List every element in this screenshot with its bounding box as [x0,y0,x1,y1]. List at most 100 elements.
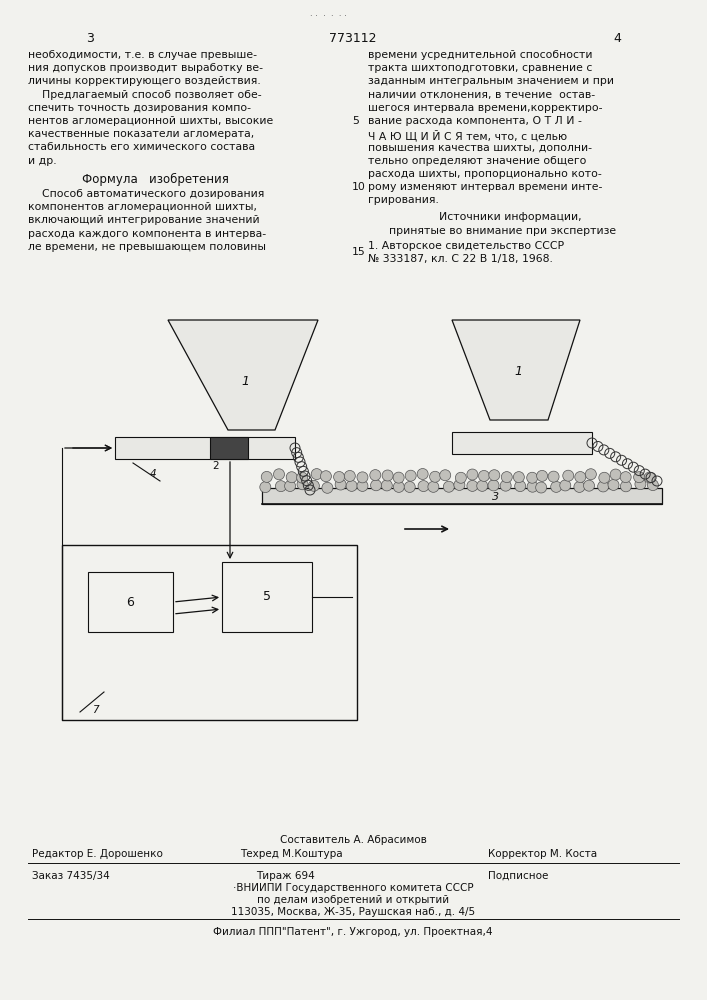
Text: вание расхода компонента, О Т Л И -: вание расхода компонента, О Т Л И - [368,116,582,126]
Text: наличии отклонения, в течение  остав-: наличии отклонения, в течение остав- [368,90,595,100]
Text: спечить точность дозирования компо-: спечить точность дозирования компо- [28,103,251,113]
Text: 2: 2 [212,461,218,471]
Circle shape [467,480,478,491]
Text: необходимости, т.е. в случае превыше-: необходимости, т.е. в случае превыше- [28,50,257,60]
Circle shape [308,480,320,491]
Text: 15: 15 [352,247,366,257]
Circle shape [440,470,451,481]
Circle shape [621,481,631,492]
Text: Подписное: Подписное [488,871,549,881]
Text: рому изменяют интервал времени инте-: рому изменяют интервал времени инте- [368,182,602,192]
Circle shape [430,471,440,482]
Text: расхода шихты, пропорционально кото-: расхода шихты, пропорционально кото- [368,169,602,179]
Circle shape [500,480,511,491]
Text: Предлагаемый способ позволяет обе-: Предлагаемый способ позволяет обе- [28,90,262,100]
Text: Тираж 694: Тираж 694 [256,871,315,881]
Circle shape [515,481,526,492]
Text: 5: 5 [352,116,359,126]
Circle shape [477,480,488,491]
Text: повышения качества шихты, дополни-: повышения качества шихты, дополни- [368,142,592,152]
Circle shape [563,470,574,481]
Text: заданным интегральным значением и при: заданным интегральным значением и при [368,76,614,86]
Circle shape [274,469,284,480]
Bar [452,432,592,454]
Text: 5: 5 [263,590,271,603]
Circle shape [548,471,559,482]
Circle shape [322,482,333,493]
Circle shape [488,480,499,491]
Circle shape [536,482,547,493]
Bar [210,437,248,459]
Text: Корректор М. Коста: Корректор М. Коста [488,849,597,859]
Text: принятые во внимание при экспертизе: принятые во внимание при экспертизе [390,226,617,236]
Text: ле времени, не превышающем половины: ле времени, не превышающем половины [28,242,266,252]
Circle shape [334,472,344,483]
Circle shape [417,469,428,480]
Circle shape [599,472,610,483]
Text: · ·  ·  ·  · ·: · · · · · · [310,12,346,21]
Circle shape [276,481,286,492]
Text: Источники информации,: Источники информации, [438,212,581,222]
Text: 773112: 773112 [329,32,377,45]
Text: включающий интегрирование значений: включающий интегрирование значений [28,215,259,225]
Text: Формула   изобретения: Формула изобретения [81,173,228,186]
Circle shape [259,482,271,493]
Text: ·ВНИИПИ Государственного комитета СССР: ·ВНИИПИ Государственного комитета СССР [233,883,473,893]
Circle shape [454,479,465,490]
Circle shape [346,480,357,491]
Text: времени усреднительной способности: времени усреднительной способности [368,50,592,60]
Bar [62,545,357,720]
Circle shape [443,481,455,492]
Circle shape [610,469,621,480]
Text: Редактор Е. Дорошенко: Редактор Е. Дорошенко [32,849,163,859]
Circle shape [648,480,658,491]
Text: 10: 10 [352,182,366,192]
Text: и др.: и др. [28,156,57,166]
Text: 113035, Москва, Ж-35, Раушская наб., д. 4/5: 113035, Москва, Ж-35, Раушская наб., д. … [231,907,475,917]
Circle shape [527,472,538,483]
Polygon shape [452,320,580,420]
Text: шегося интервала времени,корректиро-: шегося интервала времени,корректиро- [368,103,602,113]
Polygon shape [168,320,318,430]
Text: № 333187, кл. С 22 В 1/18, 1968.: № 333187, кл. С 22 В 1/18, 1968. [368,254,553,264]
Circle shape [297,479,308,490]
Text: 3: 3 [86,32,94,45]
Circle shape [583,480,595,491]
Text: 3: 3 [492,492,499,502]
Circle shape [381,480,392,491]
Circle shape [382,470,393,481]
Text: тракта шихтоподготовки, сравнение с: тракта шихтоподготовки, сравнение с [368,63,592,73]
Circle shape [286,472,297,483]
Text: по делам изобретений и открытий: по делам изобретений и открытий [257,895,449,905]
Circle shape [418,481,429,492]
Text: расхода каждого компонента в интерва-: расхода каждого компонента в интерва- [28,229,266,239]
Circle shape [620,472,631,483]
Text: грирования.: грирования. [368,195,439,205]
Text: 7: 7 [92,705,98,715]
Circle shape [393,481,404,492]
Bar [222,562,312,632]
Circle shape [320,471,332,482]
Bar [262,488,662,504]
Circle shape [537,470,548,481]
Circle shape [455,472,467,483]
Text: ния допусков производит выработку ве-: ния допусков производит выработку ве- [28,63,263,73]
Circle shape [262,471,272,482]
Circle shape [393,472,404,483]
Text: компонентов агломерационной шихты,: компонентов агломерационной шихты, [28,202,257,212]
Text: 1: 1 [514,365,522,378]
Circle shape [404,481,415,492]
Circle shape [489,470,500,481]
Circle shape [560,480,571,491]
Text: 4: 4 [613,32,621,45]
Circle shape [311,469,322,480]
Circle shape [633,472,645,483]
Circle shape [467,469,478,480]
Circle shape [551,481,561,492]
Circle shape [635,479,646,490]
Text: Заказ 7435/34: Заказ 7435/34 [32,871,110,881]
Text: Составитель А. Абрасимов: Составитель А. Абрасимов [279,835,426,845]
Bar [88,572,173,632]
Text: Ч А Ю Щ И Й С Я тем, что, с целью: Ч А Ю Щ И Й С Я тем, что, с целью [368,129,567,141]
Text: нентов агломерационной шихты, высокие: нентов агломерационной шихты, высокие [28,116,273,126]
